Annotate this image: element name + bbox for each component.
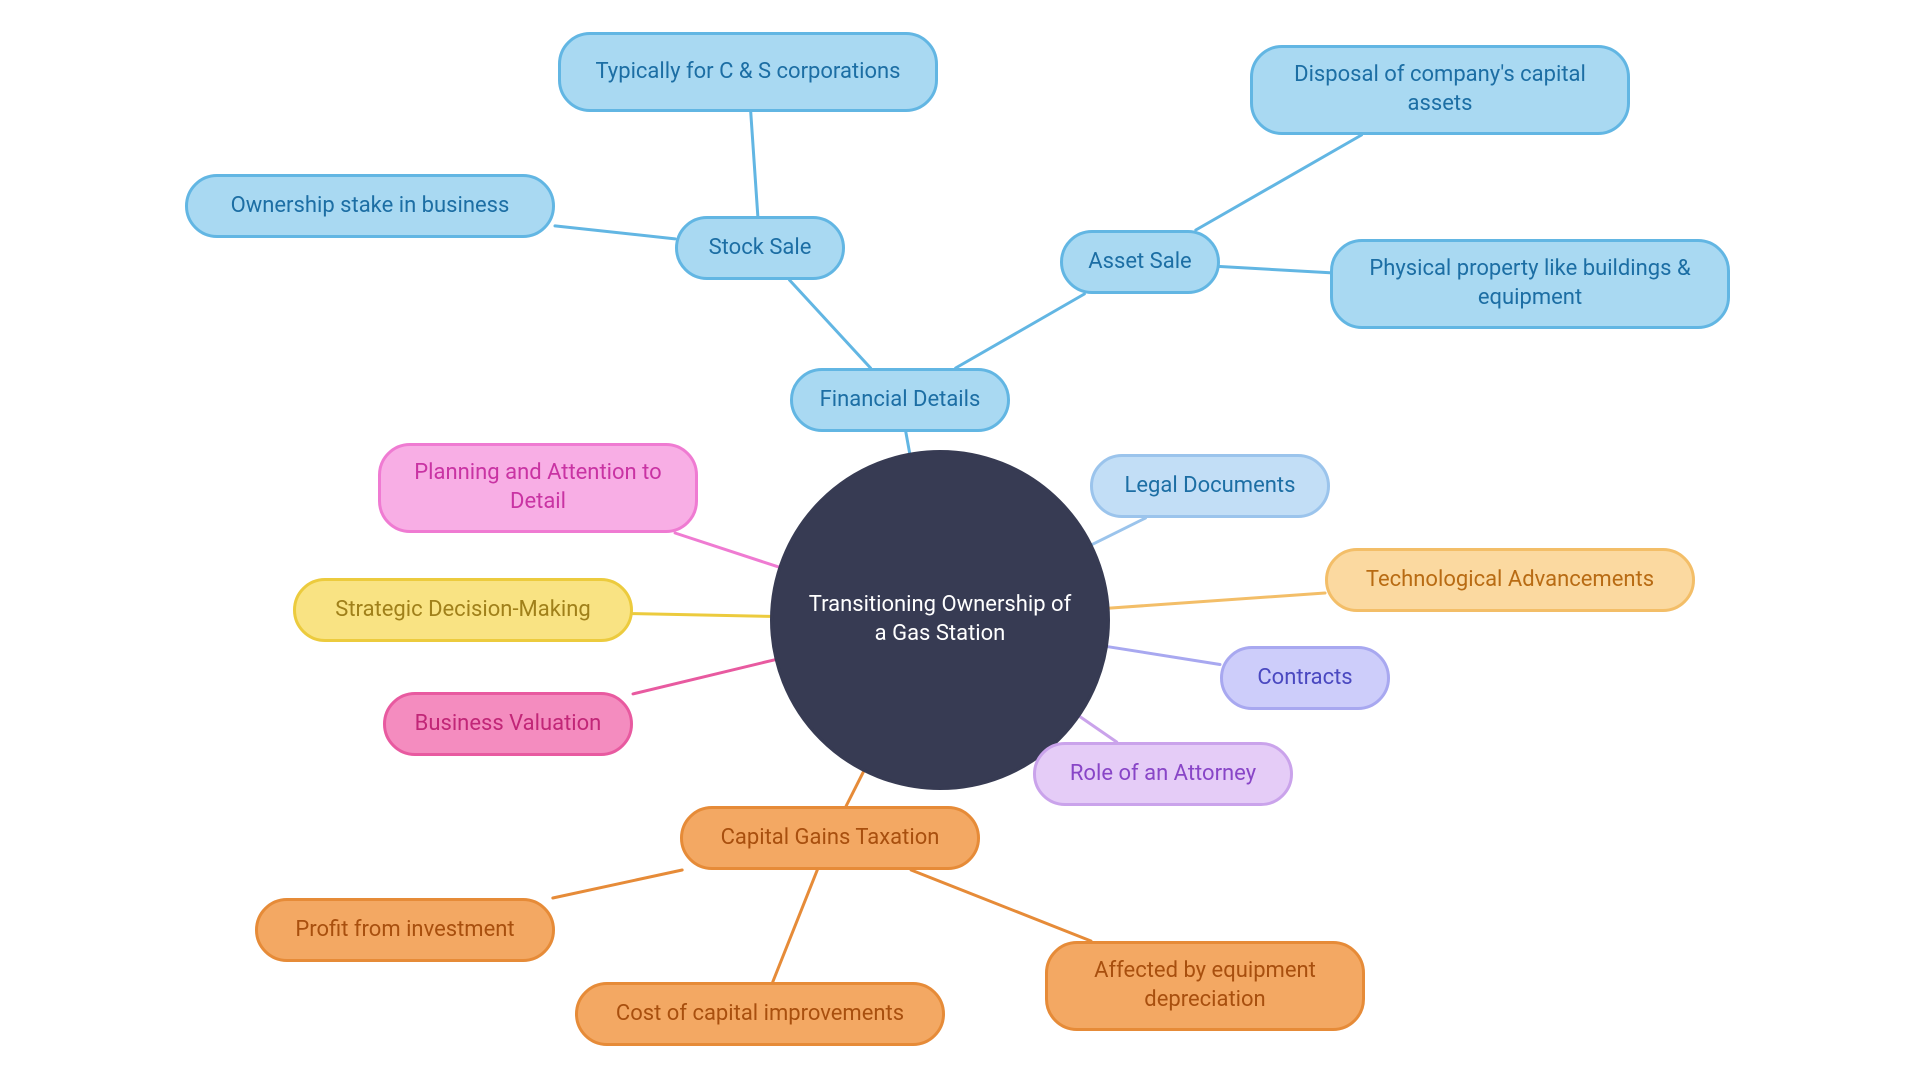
node-profit-investment: Profit from investment [255, 898, 555, 962]
node-label: Typically for C & S corporations [595, 58, 900, 87]
node-role-attorney: Role of an Attorney [1033, 742, 1293, 806]
node-label: Physical property like buildings & equip… [1357, 255, 1703, 312]
node-equipment-depreciation: Affected by equipment depreciation [1045, 941, 1365, 1031]
node-asset-disposal: Disposal of company's capital assets [1250, 45, 1630, 135]
node-business-valuation: Business Valuation [383, 692, 633, 756]
node-label: Technological Advancements [1366, 566, 1654, 595]
node-capital-gains: Capital Gains Taxation [680, 806, 980, 870]
node-label: Contracts [1257, 664, 1352, 693]
node-label: Role of an Attorney [1070, 760, 1256, 789]
node-cost-improvements: Cost of capital improvements [575, 982, 945, 1046]
node-label: Financial Details [820, 386, 981, 415]
node-label: Asset Sale [1088, 248, 1191, 277]
node-stock-corporations: Typically for C & S corporations [558, 32, 938, 112]
node-label: Ownership stake in business [231, 192, 510, 221]
mindmap-canvas: Transitioning Ownership of a Gas Station… [0, 0, 1920, 1080]
node-stock-ownership: Ownership stake in business [185, 174, 555, 238]
center-label: Transitioning Ownership of a Gas Station [803, 591, 1077, 648]
node-asset-sale: Asset Sale [1060, 230, 1220, 294]
center-node: Transitioning Ownership of a Gas Station [770, 450, 1110, 790]
node-planning-attention: Planning and Attention to Detail [378, 443, 698, 533]
node-legal-documents: Legal Documents [1090, 454, 1330, 518]
node-label: Legal Documents [1125, 472, 1296, 501]
node-label: Capital Gains Taxation [721, 824, 940, 853]
node-technological-advancements: Technological Advancements [1325, 548, 1695, 612]
node-label: Strategic Decision-Making [335, 596, 590, 625]
node-stock-sale: Stock Sale [675, 216, 845, 280]
node-label: Business Valuation [415, 710, 602, 739]
node-financial-details: Financial Details [790, 368, 1010, 432]
node-label: Profit from investment [295, 916, 514, 945]
node-label: Disposal of company's capital assets [1277, 61, 1603, 118]
node-asset-property: Physical property like buildings & equip… [1330, 239, 1730, 329]
node-label: Cost of capital improvements [616, 1000, 904, 1029]
node-label: Affected by equipment depreciation [1072, 957, 1338, 1014]
node-label: Planning and Attention to Detail [405, 459, 671, 516]
node-strategic-decision: Strategic Decision-Making [293, 578, 633, 642]
node-label: Stock Sale [709, 234, 812, 263]
node-contracts: Contracts [1220, 646, 1390, 710]
